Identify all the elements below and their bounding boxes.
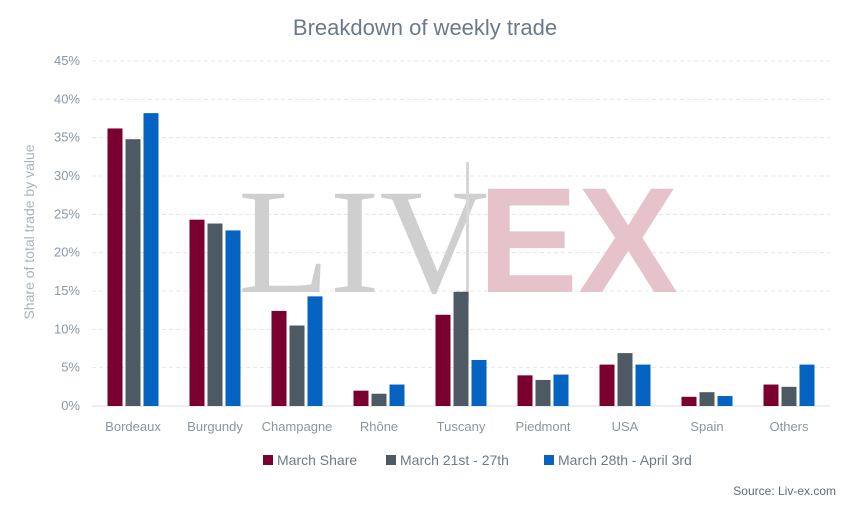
bar <box>353 390 369 406</box>
legend-swatch <box>544 455 554 465</box>
bar <box>763 384 779 406</box>
bar <box>717 396 733 406</box>
y-tick-label: 45% <box>54 53 80 68</box>
bar <box>553 374 569 406</box>
watermark-divider <box>466 162 469 302</box>
y-tick-label: 10% <box>54 321 80 336</box>
y-tick-label: 5% <box>61 360 80 375</box>
bar <box>225 230 241 406</box>
watermark-ex: EX <box>478 156 678 324</box>
chart-title: Breakdown of weekly trade <box>293 15 557 40</box>
legend: March Share March 21st - 27th March 28th -… <box>263 452 692 468</box>
x-tick-label: Spain <box>690 419 723 434</box>
bar <box>535 379 551 406</box>
x-tick-label: Bordeaux <box>105 419 161 434</box>
bar <box>271 310 287 406</box>
bar <box>781 386 797 406</box>
y-tick-label: 35% <box>54 130 80 145</box>
y-axis-ticks: 0% 5% 10% 15% 20% 25% 30% 35% 40% 45% <box>54 53 80 413</box>
x-axis-ticks: Bordeaux Burgundy Champagne Rhône Tuscany Pie… <box>105 419 809 434</box>
y-tick-label: 20% <box>54 245 80 260</box>
bar <box>453 291 469 406</box>
bars <box>107 113 815 406</box>
bar <box>389 384 405 406</box>
legend-swatch <box>263 455 273 465</box>
bar <box>289 325 305 406</box>
bar <box>617 353 633 406</box>
bar <box>681 396 697 406</box>
y-axis-label: Share of total trade by value <box>21 144 37 319</box>
y-tick-label: 0% <box>61 398 80 413</box>
watermark: LIV EX <box>238 156 678 325</box>
x-tick-label: Others <box>769 419 809 434</box>
source-note: Source: Liv-ex.com <box>733 484 836 498</box>
x-tick-label: Burgundy <box>187 419 243 434</box>
bar <box>635 364 651 406</box>
bar <box>307 296 323 406</box>
y-tick-label: 30% <box>54 168 80 183</box>
y-tick-label: 40% <box>54 91 80 106</box>
watermark-liv: LIV <box>238 159 488 325</box>
y-tick-label: 15% <box>54 283 80 298</box>
bar <box>517 375 533 406</box>
bar <box>107 128 123 406</box>
bar <box>435 314 451 406</box>
legend-label: March 28th - April 3rd <box>558 452 692 468</box>
bar <box>189 219 205 406</box>
legend-label: March Share <box>277 452 357 468</box>
legend-swatch <box>386 455 396 465</box>
bar <box>125 139 141 406</box>
x-tick-label: USA <box>612 419 639 434</box>
bar <box>371 393 387 406</box>
x-tick-label: Rhône <box>360 419 398 434</box>
bar <box>599 364 615 406</box>
bar <box>143 113 159 406</box>
bar <box>699 392 715 406</box>
bar <box>799 364 815 406</box>
x-tick-label: Piedmont <box>516 419 571 434</box>
y-tick-label: 25% <box>54 206 80 221</box>
bar <box>207 223 223 406</box>
x-tick-label: Tuscany <box>437 419 486 434</box>
bar <box>471 360 487 406</box>
x-tick-label: Champagne <box>262 419 333 434</box>
legend-label: March 21st - 27th <box>400 452 509 468</box>
